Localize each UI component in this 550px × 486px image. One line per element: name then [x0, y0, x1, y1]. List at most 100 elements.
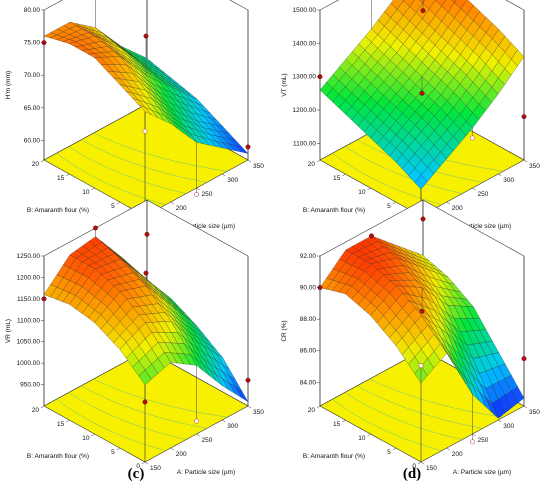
z-tick-label: 1300.00	[293, 74, 317, 81]
y-tick-label: 10	[358, 189, 366, 196]
y-tick-mark	[40, 405, 45, 409]
y-axis-title: B: Amaranth flour (%)	[27, 207, 89, 214]
y-tick-label: 20	[32, 161, 40, 168]
floor-contour-line	[332, 399, 442, 452]
y-tick-label: 20	[32, 407, 40, 414]
x-tick-label: 250	[202, 437, 213, 444]
x-tick-label: 200	[452, 205, 463, 212]
y-tick-label: 20	[308, 407, 316, 414]
x-tick-mark	[247, 159, 252, 163]
x-tick-label: 350	[253, 409, 264, 416]
y-tick-label: 5	[111, 203, 115, 210]
design-point	[142, 399, 148, 405]
x-tick-mark	[170, 447, 174, 451]
x-axis-title: A: Particle size (µm)	[177, 469, 235, 476]
design-point	[419, 90, 425, 96]
x-axis-title: A: Particle size (µm)	[453, 223, 511, 230]
y-tick-mark	[316, 405, 321, 409]
floor-contour-line	[332, 153, 442, 206]
floor-contour-line	[56, 399, 166, 452]
x-tick-label: 200	[452, 451, 463, 458]
floor-contour-line	[56, 153, 166, 206]
z-tick-label: 65.00	[24, 105, 41, 112]
y-tick-mark	[66, 173, 70, 177]
y-tick-mark	[66, 419, 70, 423]
z-tick-label: 1200.00	[17, 274, 41, 281]
floor-contour-line	[68, 392, 187, 440]
x-tick-mark	[144, 461, 149, 465]
design-point	[470, 439, 475, 445]
x-tick-label: 300	[227, 177, 238, 184]
surface-patch	[138, 369, 152, 386]
z-tick-label: 84.00	[300, 379, 317, 386]
design-point	[194, 192, 199, 197]
y-axis-title: B: Amaranth flour (%)	[27, 453, 89, 460]
surface-patch	[418, 0, 426, 4]
design-point	[369, 233, 374, 239]
floor-contour-line	[93, 132, 228, 172]
z-tick-label: 1500.00	[293, 7, 317, 14]
z-tick-label: 86.00	[300, 348, 317, 355]
z-tick-label: 1000.00	[17, 360, 41, 367]
x-tick-label: 150	[426, 465, 437, 472]
design-point	[521, 114, 527, 120]
surface-plot-c: 950.00 1000.00 1050.00 1100.00 1150.00 1200.0…	[5, 199, 264, 482]
z-axis-title: VT (mL)	[281, 73, 288, 96]
y-tick-label: 5	[387, 203, 391, 210]
z-tick-label: 1050.00	[17, 339, 41, 346]
y-tick-label: 15	[333, 421, 341, 428]
x-tick-mark	[222, 173, 226, 177]
x-tick-mark	[420, 461, 425, 465]
y-tick-label: 5	[387, 449, 391, 456]
x-tick-label: 300	[503, 177, 514, 184]
y-tick-mark	[342, 419, 346, 423]
floor-contour-line	[344, 146, 463, 194]
y-tick-mark	[116, 447, 120, 451]
z-tick-label: 950.00	[20, 382, 40, 389]
y-tick-mark	[316, 159, 321, 163]
design-point	[194, 418, 199, 424]
x-tick-mark	[498, 419, 502, 423]
z-tick-label: 92.00	[300, 253, 317, 260]
design-point	[143, 270, 149, 276]
y-tick-label: 0	[136, 463, 140, 470]
z-tick-label: 1250.00	[17, 253, 41, 260]
design-point	[245, 144, 251, 150]
y-tick-mark	[91, 433, 95, 437]
z-tick-label: 1400.00	[293, 40, 317, 47]
design-point	[143, 33, 149, 39]
x-tick-label: 300	[227, 423, 238, 430]
x-tick-mark	[170, 201, 174, 205]
y-axis-title: B: Amaranth flour (%)	[303, 453, 365, 460]
z-tick-label: 88.00	[300, 316, 317, 323]
z-tick-label: 1100.00	[17, 317, 40, 324]
y-tick-mark	[417, 461, 422, 465]
y-tick-label: 10	[358, 435, 366, 442]
z-axis-title: VR (mL)	[5, 319, 12, 343]
floor-contour-line	[93, 378, 228, 418]
z-tick-label: 60.00	[24, 137, 41, 144]
surface-patch	[451, 0, 457, 3]
panel-label: (d)	[403, 466, 421, 482]
z-tick-label: 1200.00	[293, 107, 317, 114]
x-tick-label: 350	[529, 409, 540, 416]
floor-contour-line	[68, 146, 187, 194]
design-point	[93, 225, 98, 231]
surface-plot-b: 1100.00 1200.00 1300.00 1400.00 1500.00 VT (m…	[281, 0, 540, 240]
z-tick-label: 1150.00	[17, 296, 40, 303]
design-point	[418, 363, 424, 369]
x-tick-mark	[196, 187, 200, 191]
x-tick-mark	[498, 173, 502, 177]
y-tick-mark	[342, 173, 346, 177]
x-tick-label: 250	[478, 437, 489, 444]
floor-contour-line	[80, 385, 207, 429]
y-tick-mark	[40, 159, 45, 163]
design-point	[419, 308, 425, 314]
y-tick-mark	[367, 433, 371, 437]
y-tick-mark	[116, 201, 120, 205]
x-tick-mark	[523, 159, 528, 163]
y-tick-label: 15	[57, 175, 65, 182]
z-tick-label: 75.00	[24, 40, 41, 47]
y-tick-label: 20	[308, 161, 316, 168]
